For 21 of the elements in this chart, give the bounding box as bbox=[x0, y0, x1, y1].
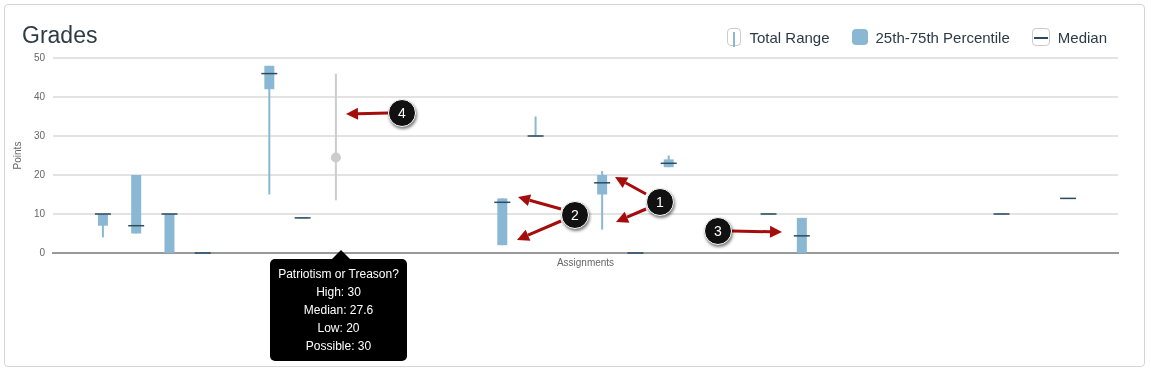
y-tick-label: 30 bbox=[33, 129, 46, 141]
annotation: 3 bbox=[704, 217, 732, 245]
annotation: 4 bbox=[388, 99, 416, 127]
text: 25th-75th Percentile bbox=[874, 28, 1010, 46]
annotation: 1 bbox=[646, 188, 674, 216]
text: Low: 20 bbox=[316, 320, 361, 337]
text: High: 30 bbox=[315, 284, 362, 301]
text: Possible: 30 bbox=[304, 338, 373, 355]
x-axis-title: Assignments bbox=[556, 256, 615, 268]
y-tick-label: 0 bbox=[39, 246, 46, 258]
y-tick-label: 50 bbox=[33, 51, 46, 63]
text: Total Range bbox=[748, 28, 830, 46]
y-tick-label: 40 bbox=[33, 90, 46, 102]
text: Patriotism or Treason? bbox=[277, 266, 400, 283]
text: Median: 27.6 bbox=[302, 302, 375, 319]
y-axis-title: Points bbox=[11, 141, 23, 170]
text: Median bbox=[1056, 28, 1107, 46]
y-tick-label: 10 bbox=[33, 207, 46, 219]
annotation: 2 bbox=[561, 201, 589, 229]
chart-title: Grades bbox=[22, 22, 98, 49]
y-tick-label: 20 bbox=[33, 168, 46, 180]
